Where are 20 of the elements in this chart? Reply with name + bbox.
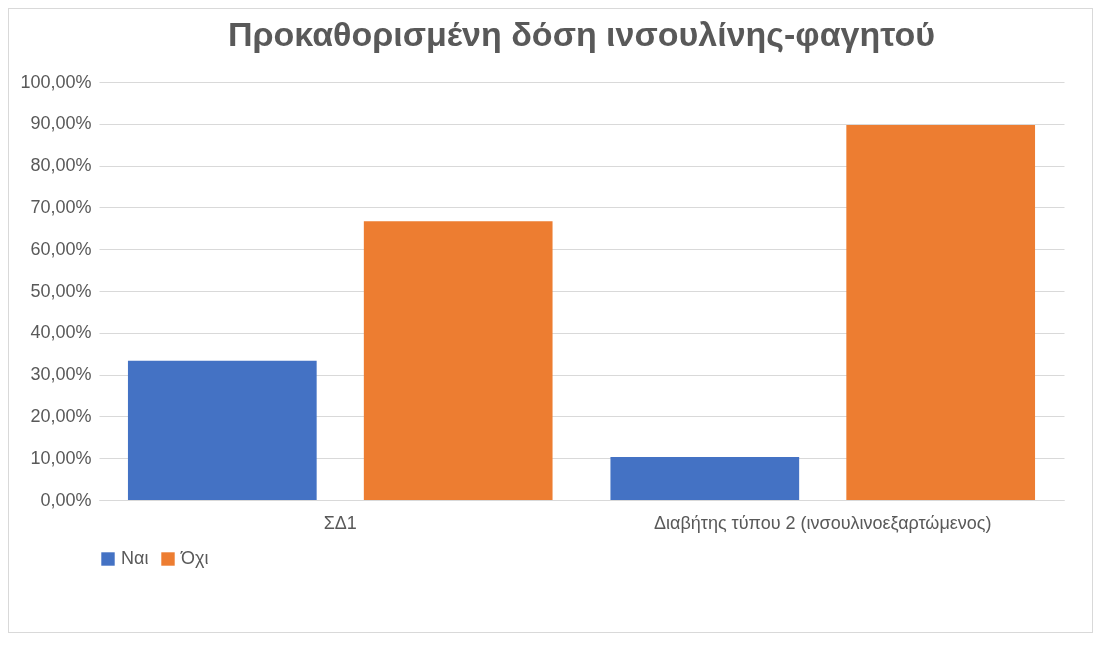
y-tick-label: 100,00%: [20, 71, 92, 92]
x-tick-label: Διαβήτης τύπου 2 (ινσουλινοεξαρτώμενος): [653, 512, 992, 533]
legend-label: Όχι: [180, 548, 209, 568]
bar: [363, 221, 553, 500]
y-tick-label: 30,00%: [30, 364, 92, 385]
legend-label: Ναι: [121, 548, 149, 568]
y-tick-label: 10,00%: [30, 447, 92, 468]
y-tick-label: 80,00%: [30, 155, 92, 176]
chart-title: Προκαθορισμένη δόση ινσουλίνης-φαγητού: [228, 15, 935, 53]
y-tick-label: 70,00%: [30, 196, 92, 217]
bar: [127, 360, 317, 500]
y-tick-label: 60,00%: [30, 238, 92, 259]
bar: [610, 456, 800, 500]
x-tick-label: ΣΔ1: [323, 512, 357, 533]
bar: [846, 125, 1036, 500]
y-tick-label: 50,00%: [30, 280, 92, 301]
y-tick-label: 40,00%: [30, 322, 92, 343]
y-tick-label: 20,00%: [30, 405, 92, 426]
y-tick-label: 0,00%: [40, 489, 92, 510]
y-tick-label: 90,00%: [30, 113, 92, 134]
